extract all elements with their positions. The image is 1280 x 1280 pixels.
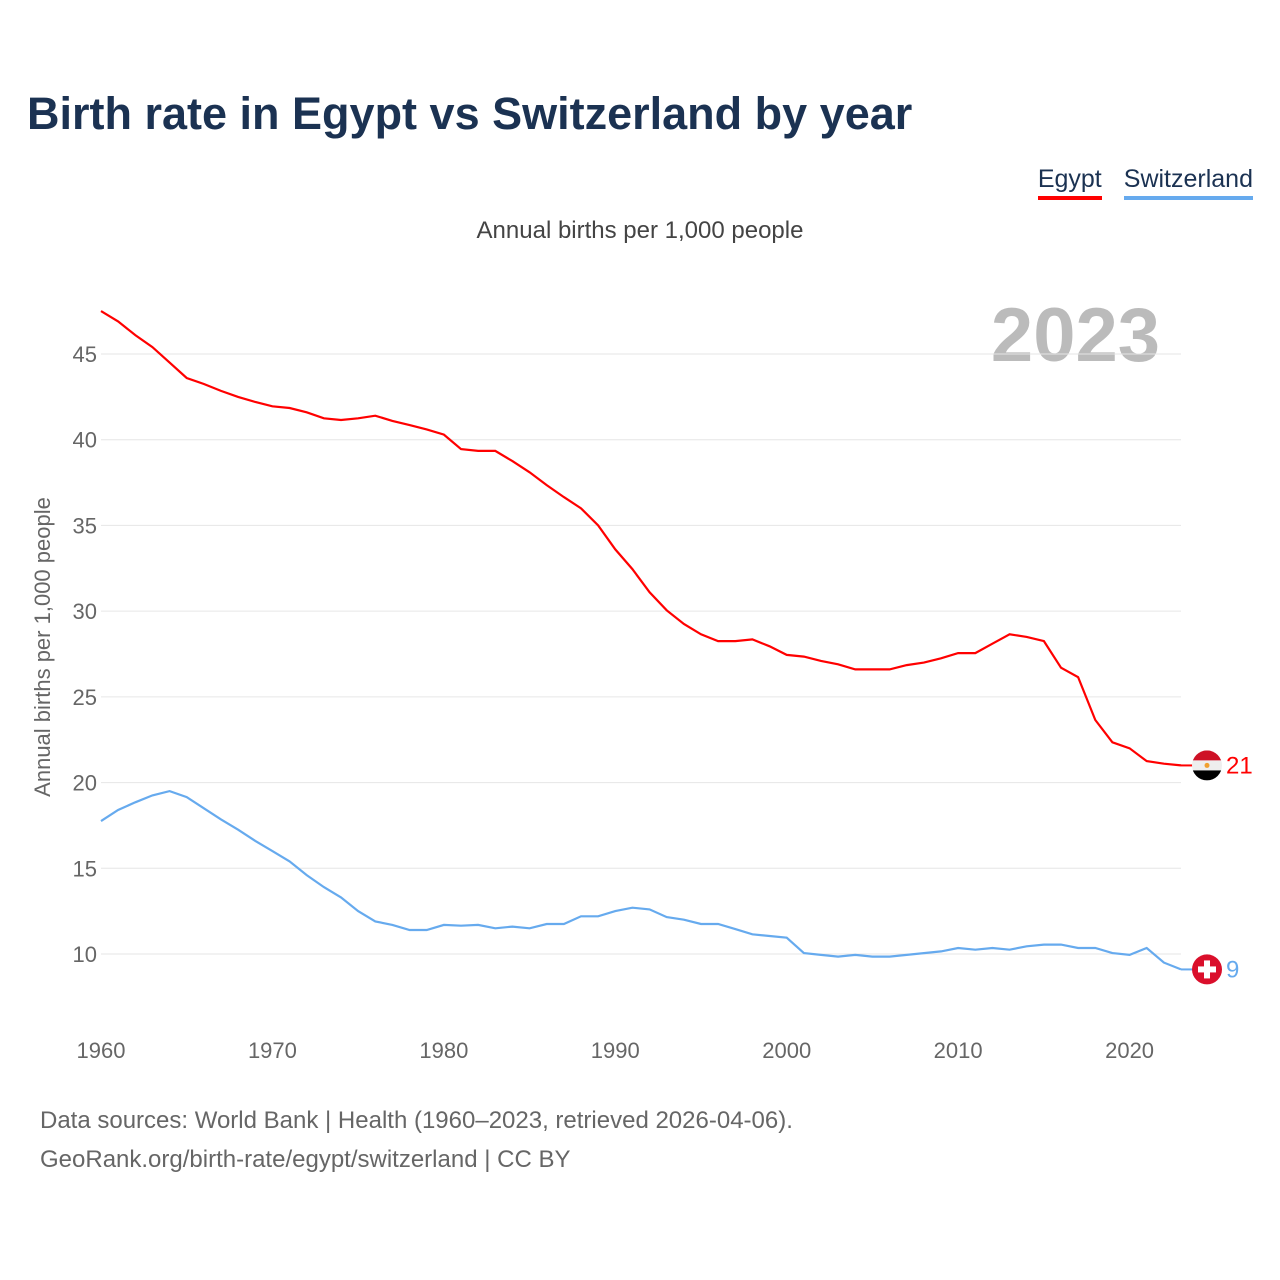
y-tick-label: 35	[73, 513, 97, 538]
y-tick-label: 30	[73, 599, 97, 624]
legend-switzerland[interactable]: Switzerland	[1123, 165, 1253, 200]
chart-subtitle: Annual births per 1,000 people	[476, 217, 804, 244]
end-value-label: 21	[1226, 752, 1253, 779]
y-tick-label: 25	[73, 685, 97, 710]
x-tick-label: 2000	[762, 1038, 811, 1063]
series-line-egypt	[100, 310, 1182, 767]
footer-link[interactable]: GeoRank.org/birth-rate/egypt/switzerland…	[40, 1146, 571, 1173]
y-tick-label: 20	[73, 771, 97, 796]
y-tick-label: 45	[73, 342, 97, 367]
x-tick-label: 1990	[591, 1038, 640, 1063]
x-tick-label: 1960	[77, 1038, 126, 1063]
legend: Egypt Switzerland	[1037, 165, 1253, 200]
series-line-switzerland	[100, 789, 1182, 971]
legend-egypt[interactable]: Egypt	[1037, 165, 1102, 200]
y-tick-label: 40	[73, 428, 97, 453]
footer-sources: Data sources: World Bank | Health (1960–…	[40, 1107, 793, 1134]
y-axis-label: Annual births per 1,000 people	[30, 497, 55, 797]
swiss-cross-icon	[1198, 966, 1216, 973]
x-tick-label: 1980	[419, 1038, 468, 1063]
end-value-label: 9	[1226, 956, 1239, 983]
x-tick-label: 1970	[248, 1038, 297, 1063]
x-tick-label: 2020	[1105, 1038, 1154, 1063]
x-tick-label: 2010	[934, 1038, 983, 1063]
y-tick-label: 10	[73, 942, 97, 967]
chart-title: Birth rate in Egypt vs Switzerland by ye…	[27, 88, 913, 139]
y-tick-label: 15	[73, 856, 97, 881]
egypt-eagle-icon	[1204, 762, 1210, 768]
year-watermark: 2023	[991, 293, 1160, 378]
